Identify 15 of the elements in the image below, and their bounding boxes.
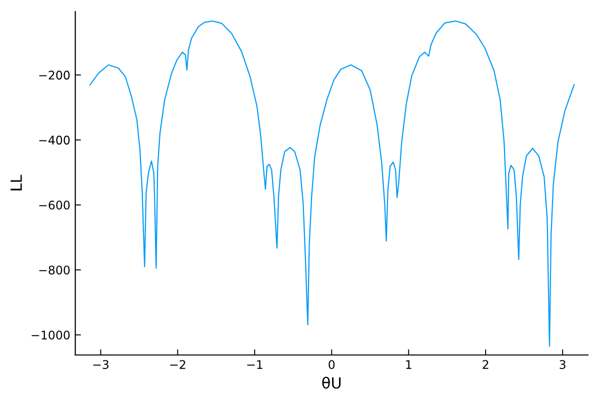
line-series [89, 20, 575, 347]
y-tick-label: −200 [39, 70, 70, 80]
y-tick-label: −600 [39, 200, 70, 210]
x-tick-label: 2 [482, 360, 488, 369]
x-tick-label: −1 [247, 360, 262, 369]
y-axis-title: LL [10, 174, 22, 190]
y-tick-label: −800 [39, 266, 70, 275]
x-tick-label: −3 [93, 360, 108, 369]
x-axis-title: θU [322, 376, 341, 389]
x-tick-label: 0 [328, 360, 335, 369]
x-tick-label: 3 [560, 360, 566, 369]
y-tick-label: −1000 [32, 330, 70, 340]
x-tick-label: 1 [406, 360, 412, 369]
x-tick-label: −2 [170, 360, 186, 369]
y-tick-label: −400 [39, 136, 70, 145]
